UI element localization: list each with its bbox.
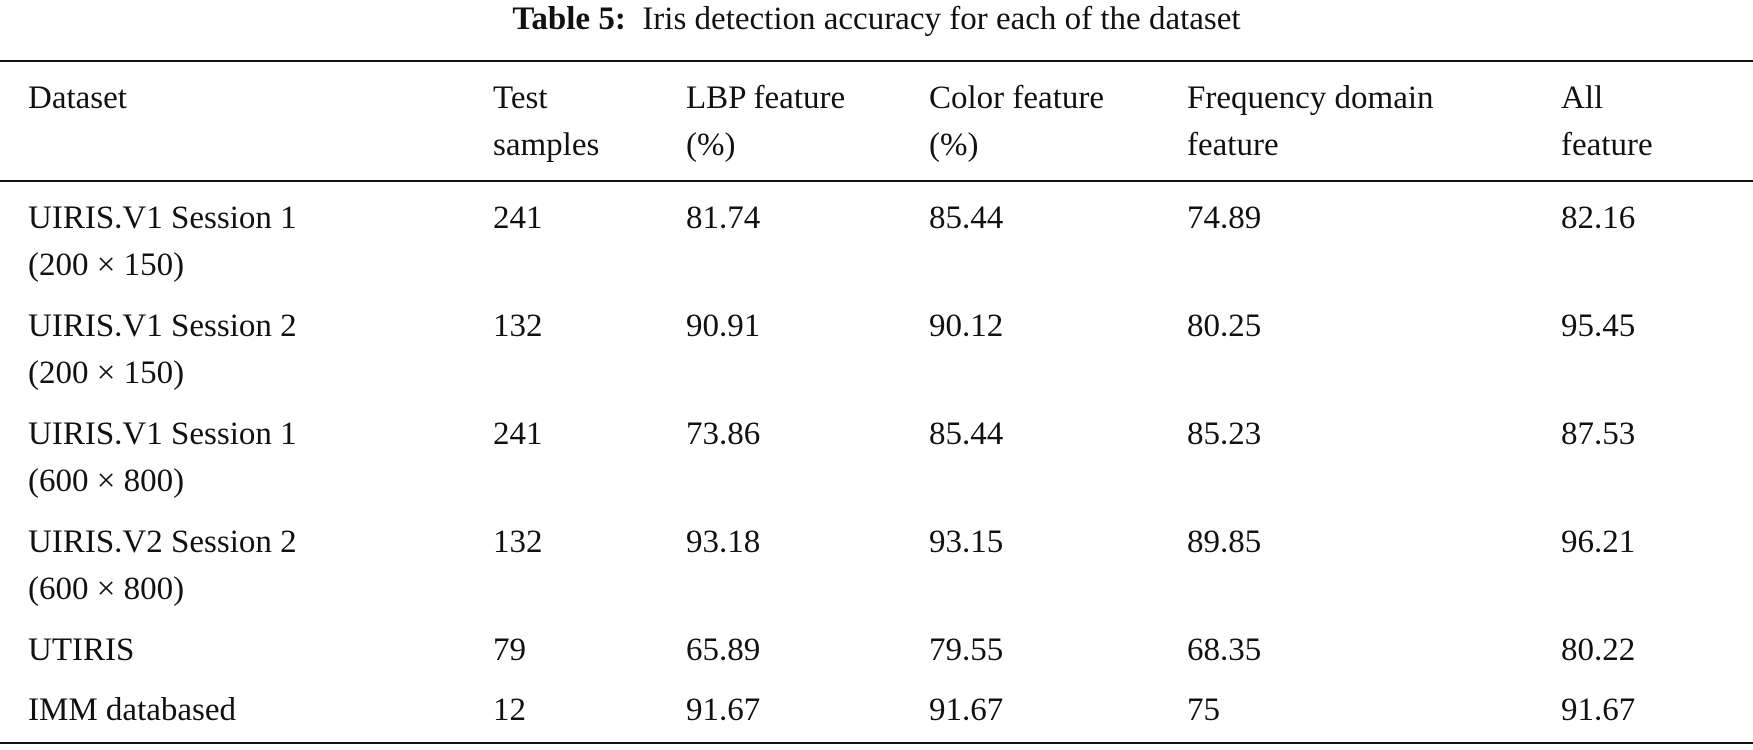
table-cell: 80.25 — [1187, 308, 1262, 344]
table-cell: 241 — [493, 416, 543, 452]
table-cell: 85.44 — [929, 416, 1004, 452]
table-cell: 93.15 — [929, 524, 1004, 560]
header-cell: samples — [493, 127, 600, 163]
table-cell: 95.45 — [1561, 308, 1636, 344]
table-cell: 241 — [493, 200, 543, 236]
table-cell: 89.85 — [1187, 524, 1262, 560]
table-cell: 80.22 — [1561, 632, 1636, 668]
header-cell: feature — [1561, 127, 1653, 163]
table-cell: (200 × 150) — [28, 355, 185, 391]
table-cell: (600 × 800) — [28, 463, 185, 499]
table-cell: 82.16 — [1561, 200, 1636, 236]
caption-label: Table 5: — [512, 1, 626, 37]
table-cell: 73.86 — [686, 416, 761, 452]
table-cell: UIRIS.V1 Session 2 — [28, 308, 297, 344]
table-cell: 81.74 — [686, 200, 761, 236]
table-cell: UTIRIS — [28, 632, 135, 668]
header-cell: (%) — [929, 127, 979, 163]
table-cell: 90.12 — [929, 308, 1004, 344]
header-cell: All — [1561, 80, 1604, 116]
table-cell: 132 — [493, 524, 543, 560]
table-cell: 68.35 — [1187, 632, 1262, 668]
header-cell: Test — [493, 80, 548, 116]
table-caption: Table 5: Iris detection accuracy for eac… — [0, 0, 1753, 38]
table-cell: 91.67 — [1561, 692, 1636, 728]
header-cell: Color feature — [929, 80, 1105, 116]
table-cell: 12 — [493, 692, 526, 728]
table-cell: 91.67 — [686, 692, 761, 728]
table-cell: UIRIS.V2 Session 2 — [28, 524, 297, 560]
table-cell: (600 × 800) — [28, 571, 185, 607]
header-cell: feature — [1187, 127, 1279, 163]
header-cell: (%) — [686, 127, 736, 163]
table-cell: UIRIS.V1 Session 1 — [28, 416, 297, 452]
table-cell: 96.21 — [1561, 524, 1636, 560]
table-cell: 93.18 — [686, 524, 761, 560]
bottom-rule — [0, 742, 1753, 744]
header-cell: Frequency domain — [1187, 80, 1434, 116]
header-cell: Dataset — [28, 80, 127, 116]
caption-text: Iris detection accuracy for each of the … — [642, 1, 1241, 37]
header-rule — [0, 180, 1753, 182]
table-cell: 90.91 — [686, 308, 761, 344]
table-cell: 79 — [493, 632, 526, 668]
top-rule — [0, 60, 1753, 62]
table-cell: (200 × 150) — [28, 247, 185, 283]
table-cell: 74.89 — [1187, 200, 1262, 236]
table-cell: IMM databased — [28, 692, 237, 728]
table-cell: UIRIS.V1 Session 1 — [28, 200, 297, 236]
header-cell: LBP feature — [686, 80, 846, 116]
table-cell: 132 — [493, 308, 543, 344]
table-cell: 91.67 — [929, 692, 1004, 728]
table-cell: 75 — [1187, 692, 1220, 728]
table-cell: 65.89 — [686, 632, 761, 668]
table-cell: 85.23 — [1187, 416, 1262, 452]
table-cell: 87.53 — [1561, 416, 1636, 452]
table-cell: 85.44 — [929, 200, 1004, 236]
table-cell: 79.55 — [929, 632, 1004, 668]
